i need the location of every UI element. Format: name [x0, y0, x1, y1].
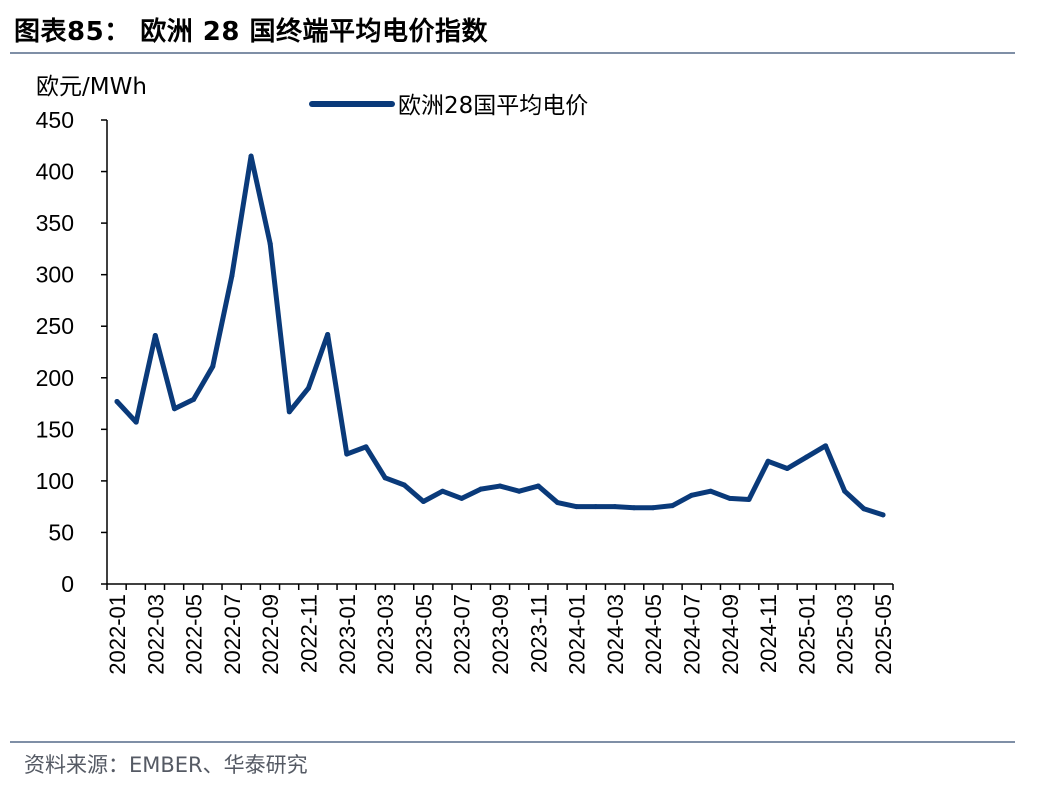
x-tick-label: 2023-11: [526, 594, 551, 673]
data-point: [861, 506, 867, 512]
data-point: [803, 454, 809, 460]
x-axis-ticks: 2022-01 2022-03 2022-05 2022-07 2022-09 2022-…: [105, 584, 896, 675]
data-point: [689, 492, 694, 498]
series-group: [114, 153, 886, 518]
data-point: [210, 363, 216, 369]
x-tick-label: 2023-03: [373, 594, 398, 675]
y-axis-label: 欧元/MWh: [36, 74, 147, 100]
x-tick-label: 2024-05: [641, 594, 666, 675]
data-point: [880, 512, 886, 518]
data-point: [363, 444, 369, 450]
data-point: [459, 495, 465, 501]
x-tick-label: 2022-03: [143, 594, 168, 675]
x-tick-label: 2022-05: [182, 594, 207, 675]
data-point: [152, 333, 158, 339]
x-tick-label: 2024-11: [756, 594, 781, 673]
y-tick-label: 200: [36, 365, 74, 391]
y-tick-label: 250: [36, 313, 74, 339]
x-tick-label: 2024-07: [680, 594, 705, 675]
x-tick-label: 2025-01: [794, 594, 819, 675]
data-point: [478, 486, 484, 492]
y-tick-label: 100: [36, 468, 74, 494]
data-point: [746, 496, 752, 502]
data-point: [401, 482, 407, 488]
legend-label: 欧洲28国平均电价: [398, 93, 588, 119]
data-point: [669, 503, 675, 509]
y-tick-label: 450: [36, 107, 74, 133]
x-tick-label: 2023-09: [488, 594, 513, 675]
y-tick-label: 350: [36, 210, 74, 236]
data-point: [325, 331, 331, 337]
x-tick-label: 2024-09: [718, 594, 743, 675]
data-point: [593, 504, 599, 510]
data-point: [229, 273, 235, 279]
x-tick-label: 2022-01: [105, 594, 130, 675]
data-point: [267, 241, 273, 247]
y-tick-label: 0: [61, 571, 74, 597]
data-point: [516, 488, 522, 494]
header-divider: [10, 52, 1015, 54]
x-tick-label: 2023-05: [411, 594, 436, 675]
data-point: [133, 419, 139, 425]
data-point: [420, 499, 426, 505]
x-tick-label: 2024-01: [565, 594, 590, 675]
data-point: [727, 495, 733, 501]
data-point: [171, 406, 177, 412]
x-tick-label: 2022-11: [297, 594, 322, 673]
x-tick-label: 2025-03: [833, 594, 858, 675]
data-point: [765, 458, 771, 464]
data-point: [650, 505, 656, 511]
data-point: [344, 451, 350, 457]
data-point: [440, 488, 446, 494]
data-point: [708, 488, 714, 494]
data-point: [306, 385, 311, 391]
data-point: [842, 488, 848, 494]
y-tick-label: 150: [36, 416, 74, 442]
data-point: [823, 443, 829, 449]
data-point: [497, 483, 503, 489]
x-tick-label: 2023-07: [450, 594, 475, 675]
y-tick-label: 300: [36, 262, 74, 288]
data-point: [248, 153, 254, 159]
footer-divider: [10, 741, 1015, 743]
data-point: [612, 504, 618, 510]
x-tick-label: 2022-09: [258, 594, 283, 675]
data-point: [286, 409, 292, 415]
axes: [106, 120, 893, 585]
data-point: [784, 466, 790, 472]
x-tick-label: 2023-01: [335, 594, 360, 675]
x-tick-label: 2025-05: [871, 594, 896, 675]
y-axis-ticks: 0 50 100 150 200 250 300 350 400 450: [36, 107, 107, 597]
data-point: [574, 504, 580, 510]
data-point: [114, 398, 120, 404]
data-point: [554, 500, 560, 506]
data-point: [535, 483, 541, 489]
data-point: [191, 396, 197, 402]
x-tick-label: 2022-07: [220, 594, 245, 675]
y-tick-label: 50: [48, 519, 74, 545]
source-note: 资料来源：EMBER、华泰研究: [24, 753, 308, 777]
x-tick-label: 2024-03: [603, 594, 628, 675]
y-tick-label: 400: [36, 159, 74, 185]
data-point: [382, 475, 388, 481]
legend: 欧洲28国平均电价: [309, 93, 588, 119]
data-point: [631, 505, 637, 511]
chart-title: 图表85： 欧洲 28 国终端平均电价指数: [14, 17, 489, 47]
